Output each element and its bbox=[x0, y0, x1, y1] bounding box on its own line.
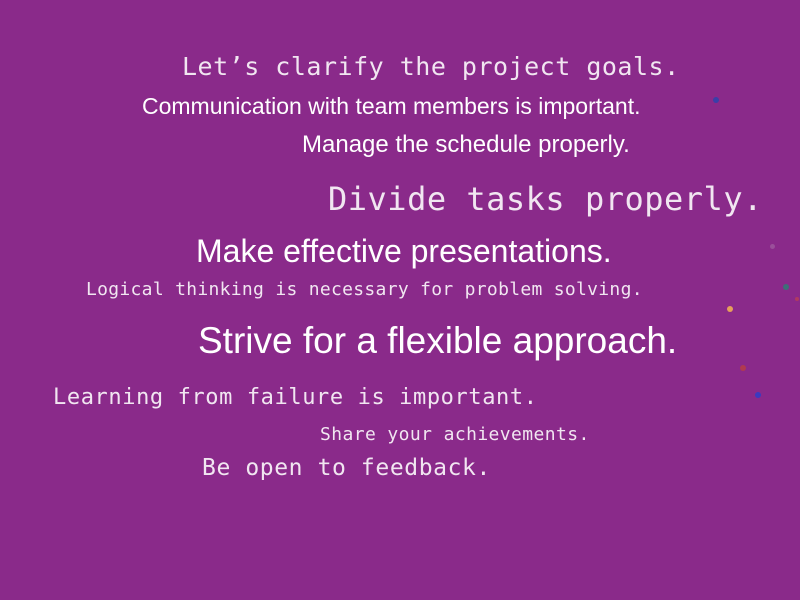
confetti-dot bbox=[770, 244, 775, 249]
confetti-dot bbox=[783, 284, 789, 290]
line-clarify-goals: Let’s clarify the project goals. bbox=[182, 52, 680, 81]
line-presentations: Make effective presentations. bbox=[196, 233, 612, 269]
line-share-achievements: Share your achievements. bbox=[320, 424, 590, 445]
confetti-dot bbox=[713, 97, 719, 103]
line-logical-thinking: Logical thinking is necessary for proble… bbox=[86, 279, 643, 300]
line-divide-tasks: Divide tasks properly. bbox=[328, 180, 763, 218]
line-feedback: Be open to feedback. bbox=[202, 455, 491, 481]
confetti-dot bbox=[740, 365, 746, 371]
confetti-dot bbox=[727, 306, 733, 312]
confetti-dot bbox=[795, 297, 799, 301]
line-learning-failure: Learning from failure is important. bbox=[53, 385, 538, 410]
line-communication: Communication with team members is impor… bbox=[142, 93, 641, 119]
line-manage-schedule: Manage the schedule properly. bbox=[302, 131, 630, 158]
confetti-dot bbox=[755, 392, 761, 398]
line-flexible-approach: Strive for a flexible approach. bbox=[198, 320, 678, 361]
